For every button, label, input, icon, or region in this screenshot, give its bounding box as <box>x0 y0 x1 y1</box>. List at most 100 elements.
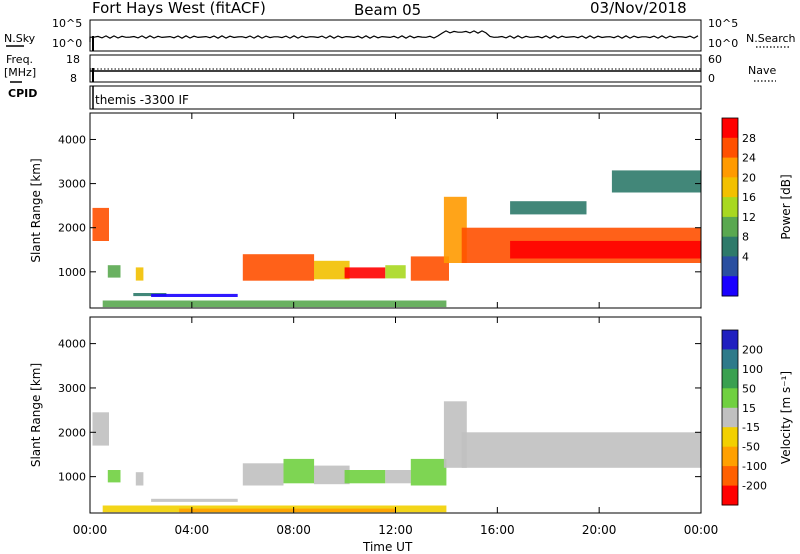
colorbar-label: Velocity [m s⁻¹] <box>779 371 793 464</box>
freq-traces <box>90 68 701 82</box>
panel-frame <box>89 112 702 309</box>
colorbar-swatch <box>722 330 738 350</box>
echo-region-12 <box>510 240 701 259</box>
echo-region-2 <box>135 267 144 281</box>
x-tick-label: 08:00 <box>276 523 311 537</box>
colorbar-tick-label: 28 <box>742 132 756 145</box>
colorbar-tick-label: -100 <box>742 460 767 473</box>
y-tick-label: 1000 <box>58 266 86 279</box>
colorbar-tick-label: 16 <box>742 191 756 204</box>
echo-region-4 <box>242 463 284 486</box>
colorbar-tick-label: -50 <box>742 441 760 454</box>
y-tick-label: 3000 <box>58 382 86 395</box>
echo-region-1 <box>107 470 121 483</box>
colorbar-swatch <box>722 256 738 277</box>
cpid-panel-frame <box>89 85 702 110</box>
colorbar-swatch <box>722 118 738 139</box>
nave-tick-bottom: 0 <box>708 72 715 85</box>
echo-region-13 <box>510 201 587 215</box>
y-tick-label: 2000 <box>58 426 86 439</box>
colorbar-swatch <box>722 197 738 218</box>
y-tick-label: 3000 <box>58 178 86 191</box>
freq-label: Freq. <box>6 53 34 66</box>
echo-region-5 <box>242 254 315 281</box>
x-tick-label: 00:00 <box>73 523 108 537</box>
x-tick-label: 16:00 <box>480 523 515 537</box>
echo-region-9 <box>410 256 449 281</box>
noise-panel-frame <box>89 19 702 52</box>
colorbar-frame <box>721 117 739 297</box>
colorbar-swatch <box>722 427 738 448</box>
colorbar-swatch <box>722 137 738 159</box>
freq-tick-top: 18 <box>66 53 80 66</box>
echo-region-3 <box>151 498 238 502</box>
echo-region-14 <box>611 170 701 193</box>
nsky-label: N.Sky <box>4 32 36 45</box>
colorbar-tick-label: 24 <box>742 152 756 165</box>
colorbar-label: Power [dB] <box>779 174 793 239</box>
power-panel: 4000 3000 2000 1000 Slant Range [km] 28 24 20 16… <box>29 112 793 309</box>
cpid-program: themis -3300 IF <box>95 93 189 107</box>
colorbar-swatch <box>722 388 738 409</box>
echo-region-11 <box>461 432 701 468</box>
x-tick-label: 00:00 <box>684 523 719 537</box>
colorbar-swatch <box>722 446 738 467</box>
echo-region-1 <box>107 265 121 278</box>
y-tick-label: 4000 <box>58 133 86 146</box>
colorbar-tick-label: 4 <box>742 250 749 263</box>
echo-region-9 <box>410 458 447 486</box>
colorbar-swatch <box>722 157 738 178</box>
echo-region-8 <box>385 265 406 279</box>
nave-label: Nave <box>748 64 777 77</box>
echo-region-8 <box>385 470 411 484</box>
x-tick-label: 20:00 <box>582 523 617 537</box>
echo-region-10 <box>443 196 467 263</box>
echo-region-7 <box>344 470 386 484</box>
nsearch-tick-bottom: 10^0 <box>708 37 739 50</box>
colorbar-swatch <box>722 236 738 257</box>
nsky-tick-bottom: 10^0 <box>52 37 83 50</box>
y-axis-label: Slant Range [km] <box>29 158 43 262</box>
echo-region-0 <box>92 207 109 241</box>
nave-tick-top: 60 <box>708 53 722 66</box>
colorbar-tick-label: -200 <box>742 480 767 493</box>
x-tick-label: 12:00 <box>378 523 413 537</box>
colorbar-swatch <box>722 177 738 198</box>
colorbar-tick-label: 20 <box>742 171 756 184</box>
echo-region-6 <box>314 260 350 280</box>
echo-region-15 <box>102 300 447 308</box>
colorbar-frame <box>721 329 739 506</box>
colorbar-swatch <box>722 466 738 486</box>
noise-traces <box>89 30 699 51</box>
y-tick-label: 2000 <box>58 222 86 235</box>
velocity-panel: 4000 3000 2000 1000 Slant Range [km] 200 100 50… <box>29 316 793 514</box>
echo-region-7 <box>344 267 386 279</box>
echo-region-0 <box>92 412 109 446</box>
y-tick-label: 4000 <box>58 338 86 351</box>
echo-region-3 <box>133 293 167 297</box>
x-axis-label: Time UT <box>363 540 413 554</box>
echo-region-13 <box>179 508 396 513</box>
colorbar-tick-label: -15 <box>742 421 760 434</box>
nsky-tick-top: 10^5 <box>52 17 83 30</box>
colorbar-tick-label: 8 <box>742 231 749 244</box>
echo-region-6 <box>314 465 350 485</box>
colorbar-tick-label: 12 <box>742 211 756 224</box>
date-title: 03/Nov/2018 <box>590 0 687 17</box>
colorbar-swatch <box>722 216 738 238</box>
freq-unit-label: [MHz] <box>4 66 37 79</box>
y-axis-label: Slant Range [km] <box>29 363 43 467</box>
colorbar-tick-label: 200 <box>742 343 763 356</box>
colorbar-swatch <box>722 368 738 389</box>
cpid-label: CPID <box>8 87 38 100</box>
freq-tick-bottom: 8 <box>70 72 77 85</box>
station-title: Fort Hays West (fitACF) <box>92 0 266 17</box>
echo-region-5 <box>283 458 315 484</box>
echo-region-4 <box>151 293 238 297</box>
panel-frame <box>89 316 702 514</box>
y-tick-label: 1000 <box>58 471 86 484</box>
echo-region-2 <box>135 472 144 486</box>
colorbar-swatch <box>722 276 738 297</box>
colorbar-swatch <box>722 485 738 506</box>
